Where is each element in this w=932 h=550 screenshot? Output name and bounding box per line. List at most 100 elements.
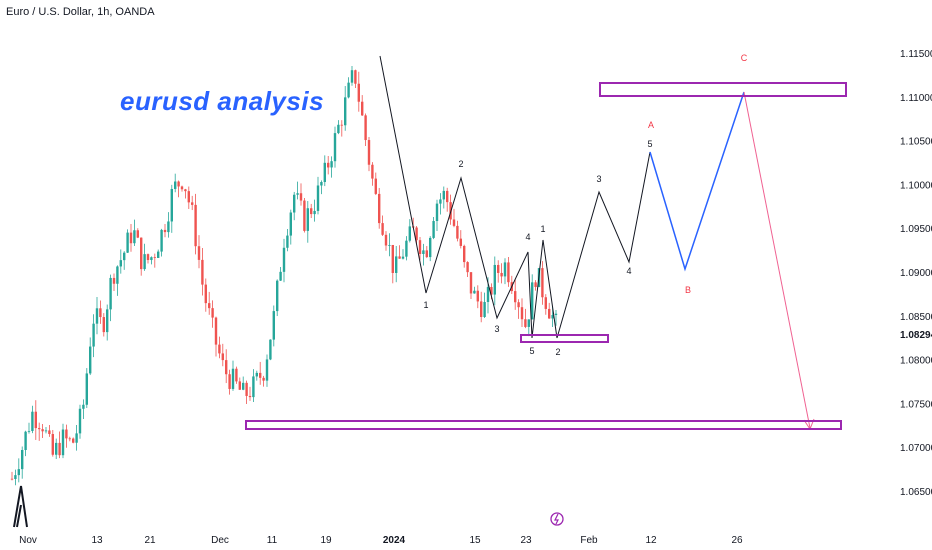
wave-label: 2 <box>555 347 560 357</box>
candle-body <box>208 303 211 309</box>
candle-body <box>34 411 37 429</box>
candle-body <box>296 193 299 195</box>
candle-body <box>299 193 303 201</box>
candle-body <box>357 83 360 102</box>
candle-body <box>119 260 122 267</box>
candle-body <box>231 368 235 389</box>
candle-body <box>167 221 170 233</box>
candle-body <box>279 271 282 281</box>
wave-label: 5 <box>647 139 652 149</box>
candle-body <box>303 200 306 231</box>
candle-body <box>31 411 34 431</box>
chart-symbol-title: Euro / U.S. Dollar, 1h, OANDA <box>6 6 155 18</box>
candle-body <box>177 181 180 187</box>
resistance-zone-top[interactable] <box>599 82 847 97</box>
wave-label: A <box>648 120 654 130</box>
candle-body <box>221 353 224 361</box>
candle-body <box>310 208 313 215</box>
candle-body <box>422 250 425 254</box>
candle-body <box>75 433 78 443</box>
target-arrow-line[interactable] <box>743 91 811 429</box>
support-zone-small[interactable] <box>520 334 609 343</box>
candle-body <box>476 290 479 302</box>
price-axis[interactable]: 1.11500 1.11000 1.10500 1.10000 1.09500 1.090… <box>900 49 932 498</box>
wave-line-projection-impulse[interactable] <box>556 151 651 339</box>
candle-body <box>259 372 262 378</box>
candle-body <box>306 208 309 231</box>
candle-body <box>323 162 326 183</box>
candle-body <box>21 449 24 470</box>
x-tick-label: Feb <box>580 535 598 546</box>
candle-body <box>483 301 486 317</box>
candle-body <box>554 313 558 315</box>
x-tick-label: 21 <box>144 535 156 546</box>
candle-body <box>354 70 357 84</box>
candle-body <box>10 478 14 480</box>
lightning-event-icon[interactable] <box>550 512 564 526</box>
y-tick-label: 1.08294 <box>900 330 932 341</box>
candle-body <box>435 203 439 222</box>
candle-body <box>289 212 292 236</box>
x-tick-label: 23 <box>520 535 532 546</box>
candle-body <box>89 346 92 374</box>
wave-line-historical[interactable] <box>379 55 558 339</box>
candle-body <box>486 287 490 302</box>
candle-body <box>99 308 102 318</box>
y-tick-label: 1.11500 <box>900 49 932 60</box>
candle-body <box>102 317 105 333</box>
candle-body <box>41 429 44 432</box>
candle-body <box>330 161 333 168</box>
candle-body <box>418 240 422 254</box>
candle-body <box>432 221 435 238</box>
candle-body <box>398 256 401 259</box>
candle-body <box>364 115 367 141</box>
candle-body <box>517 302 520 308</box>
wave-label: 1 <box>423 300 428 310</box>
time-axis[interactable]: Nov 13 21 Dec 11 19 2024 15 23 Feb 12 26 <box>19 535 743 546</box>
x-tick-label: 12 <box>645 535 657 546</box>
candle-body <box>466 262 469 273</box>
wave-label: 3 <box>596 174 601 184</box>
candle-body <box>415 227 418 241</box>
x-tick-label: 2024 <box>383 535 406 546</box>
candle-body <box>442 190 445 200</box>
candle-body <box>374 178 377 194</box>
candle-body <box>388 244 391 246</box>
wave-label: 3 <box>494 324 499 334</box>
candle-body <box>456 225 459 239</box>
candle-body <box>255 372 258 377</box>
candle-body <box>235 368 238 382</box>
candle-body <box>527 319 530 327</box>
candle-body <box>367 140 371 165</box>
wave-line-projection-corrective[interactable] <box>649 91 745 272</box>
candle-body <box>384 234 388 246</box>
candle-body <box>140 237 143 270</box>
candle-body <box>327 162 330 168</box>
candle-body <box>551 314 554 319</box>
candle-body <box>129 232 133 244</box>
candle-body <box>204 284 207 304</box>
analysis-text-annotation[interactable]: eurusd analysis <box>120 86 325 116</box>
candle-body <box>160 229 163 252</box>
candle-body <box>473 290 476 294</box>
candle-body <box>395 256 398 273</box>
candle-body <box>184 189 187 192</box>
candle-body <box>524 319 527 327</box>
candle-body <box>68 438 71 440</box>
candle-body <box>146 254 150 261</box>
candle-body <box>48 430 51 435</box>
candle-body <box>337 124 340 134</box>
candle-body <box>153 257 156 259</box>
candle-body <box>463 245 466 263</box>
support-zone-bottom[interactable] <box>245 420 842 430</box>
y-tick-label: 1.07000 <box>900 443 932 454</box>
wave-labels-layer: 1 2 3 4 5 1 2 3 4 5 A B C <box>423 53 747 357</box>
candle-body <box>187 191 190 203</box>
candle-body <box>201 259 204 285</box>
candle-body <box>333 133 337 162</box>
candle-body <box>425 250 428 258</box>
candle-body <box>503 262 507 277</box>
candle-body <box>252 376 255 398</box>
candle-body <box>391 244 394 273</box>
